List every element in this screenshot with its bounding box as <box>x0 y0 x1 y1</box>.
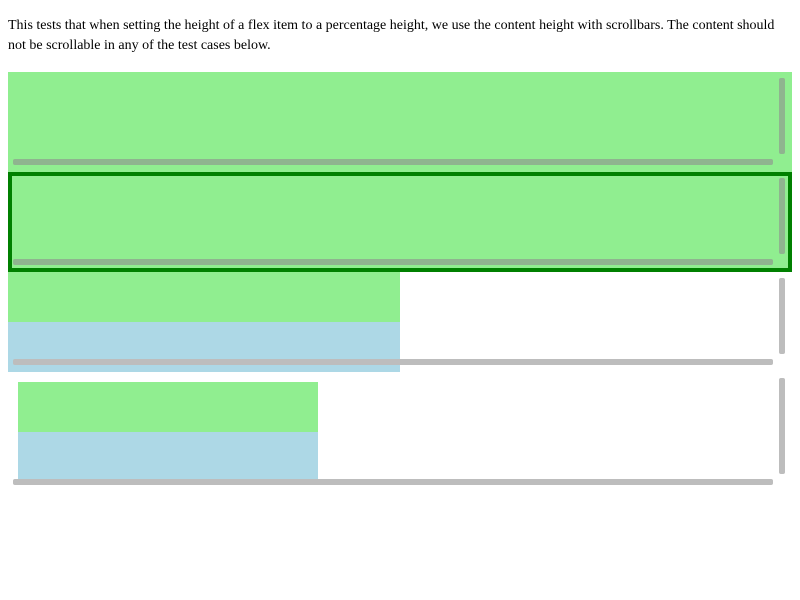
green-flex-item <box>8 172 792 272</box>
test-case-3-scroll-container[interactable] <box>8 272 792 372</box>
vertical-scrollbar[interactable] <box>779 378 785 474</box>
blue-flex-item <box>18 432 318 482</box>
test-description: This tests that when setting the height … <box>8 18 775 53</box>
test-case-1-scroll-container[interactable] <box>8 72 792 172</box>
green-flex-item <box>8 272 400 322</box>
green-flex-item <box>8 72 792 172</box>
vertical-scrollbar[interactable] <box>779 78 785 154</box>
horizontal-scrollbar[interactable] <box>13 359 773 365</box>
horizontal-scrollbar[interactable] <box>13 479 773 485</box>
vertical-scrollbar[interactable] <box>779 278 785 354</box>
test-case-4-scroll-container[interactable] <box>8 372 792 492</box>
horizontal-scrollbar[interactable] <box>13 159 773 165</box>
test-case-2-scroll-container[interactable] <box>8 172 792 272</box>
vertical-scrollbar[interactable] <box>779 178 785 254</box>
green-border <box>8 172 792 272</box>
green-flex-item <box>18 382 318 432</box>
horizontal-scrollbar[interactable] <box>13 259 773 265</box>
